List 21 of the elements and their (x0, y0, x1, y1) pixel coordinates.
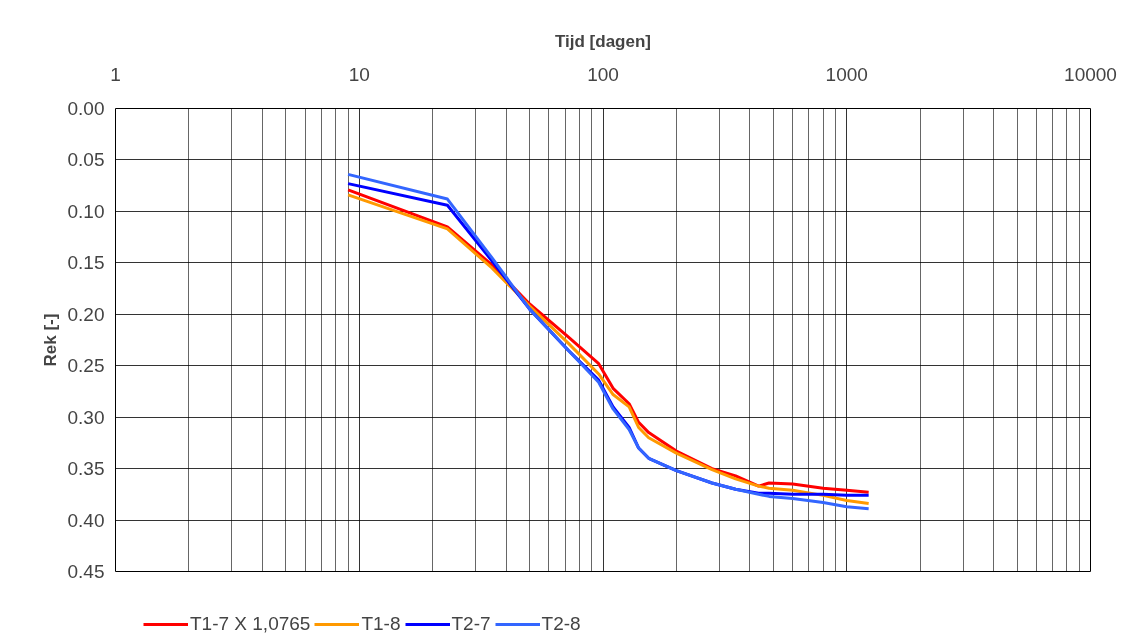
y-tick-label: 0.35 (67, 458, 105, 480)
legend-label: T1-7 X 1,0765 (190, 613, 311, 635)
legend-label: T2-7 (451, 613, 491, 635)
y-tick-label: 0.30 (67, 406, 105, 428)
x-tick-label: 1000 (825, 63, 868, 85)
y-tick-label: 0.00 (67, 98, 105, 119)
x-tick-label: 100 (587, 63, 619, 85)
legend-label: T1-8 (361, 613, 401, 635)
y-tick-label: 0.20 (67, 303, 105, 325)
legend-label: T2-8 (541, 613, 581, 635)
x-tick-label: 1 (110, 63, 121, 85)
x-tick-label: 10 (348, 63, 370, 85)
y-tick-label: 0.45 (67, 561, 105, 582)
y-tick-label: 0.10 (67, 200, 105, 222)
y-tick-label: 0.05 (67, 149, 105, 171)
y-tick-label: 0.40 (67, 509, 105, 531)
x-tick-label: 10000 (1064, 63, 1117, 85)
y-tick-label: 0.15 (67, 252, 105, 274)
y-axis-title: Rek [-] (40, 313, 60, 367)
y-tick-label: 0.25 (67, 355, 105, 377)
x-axis-title: Tijd [dagen] (554, 31, 652, 51)
